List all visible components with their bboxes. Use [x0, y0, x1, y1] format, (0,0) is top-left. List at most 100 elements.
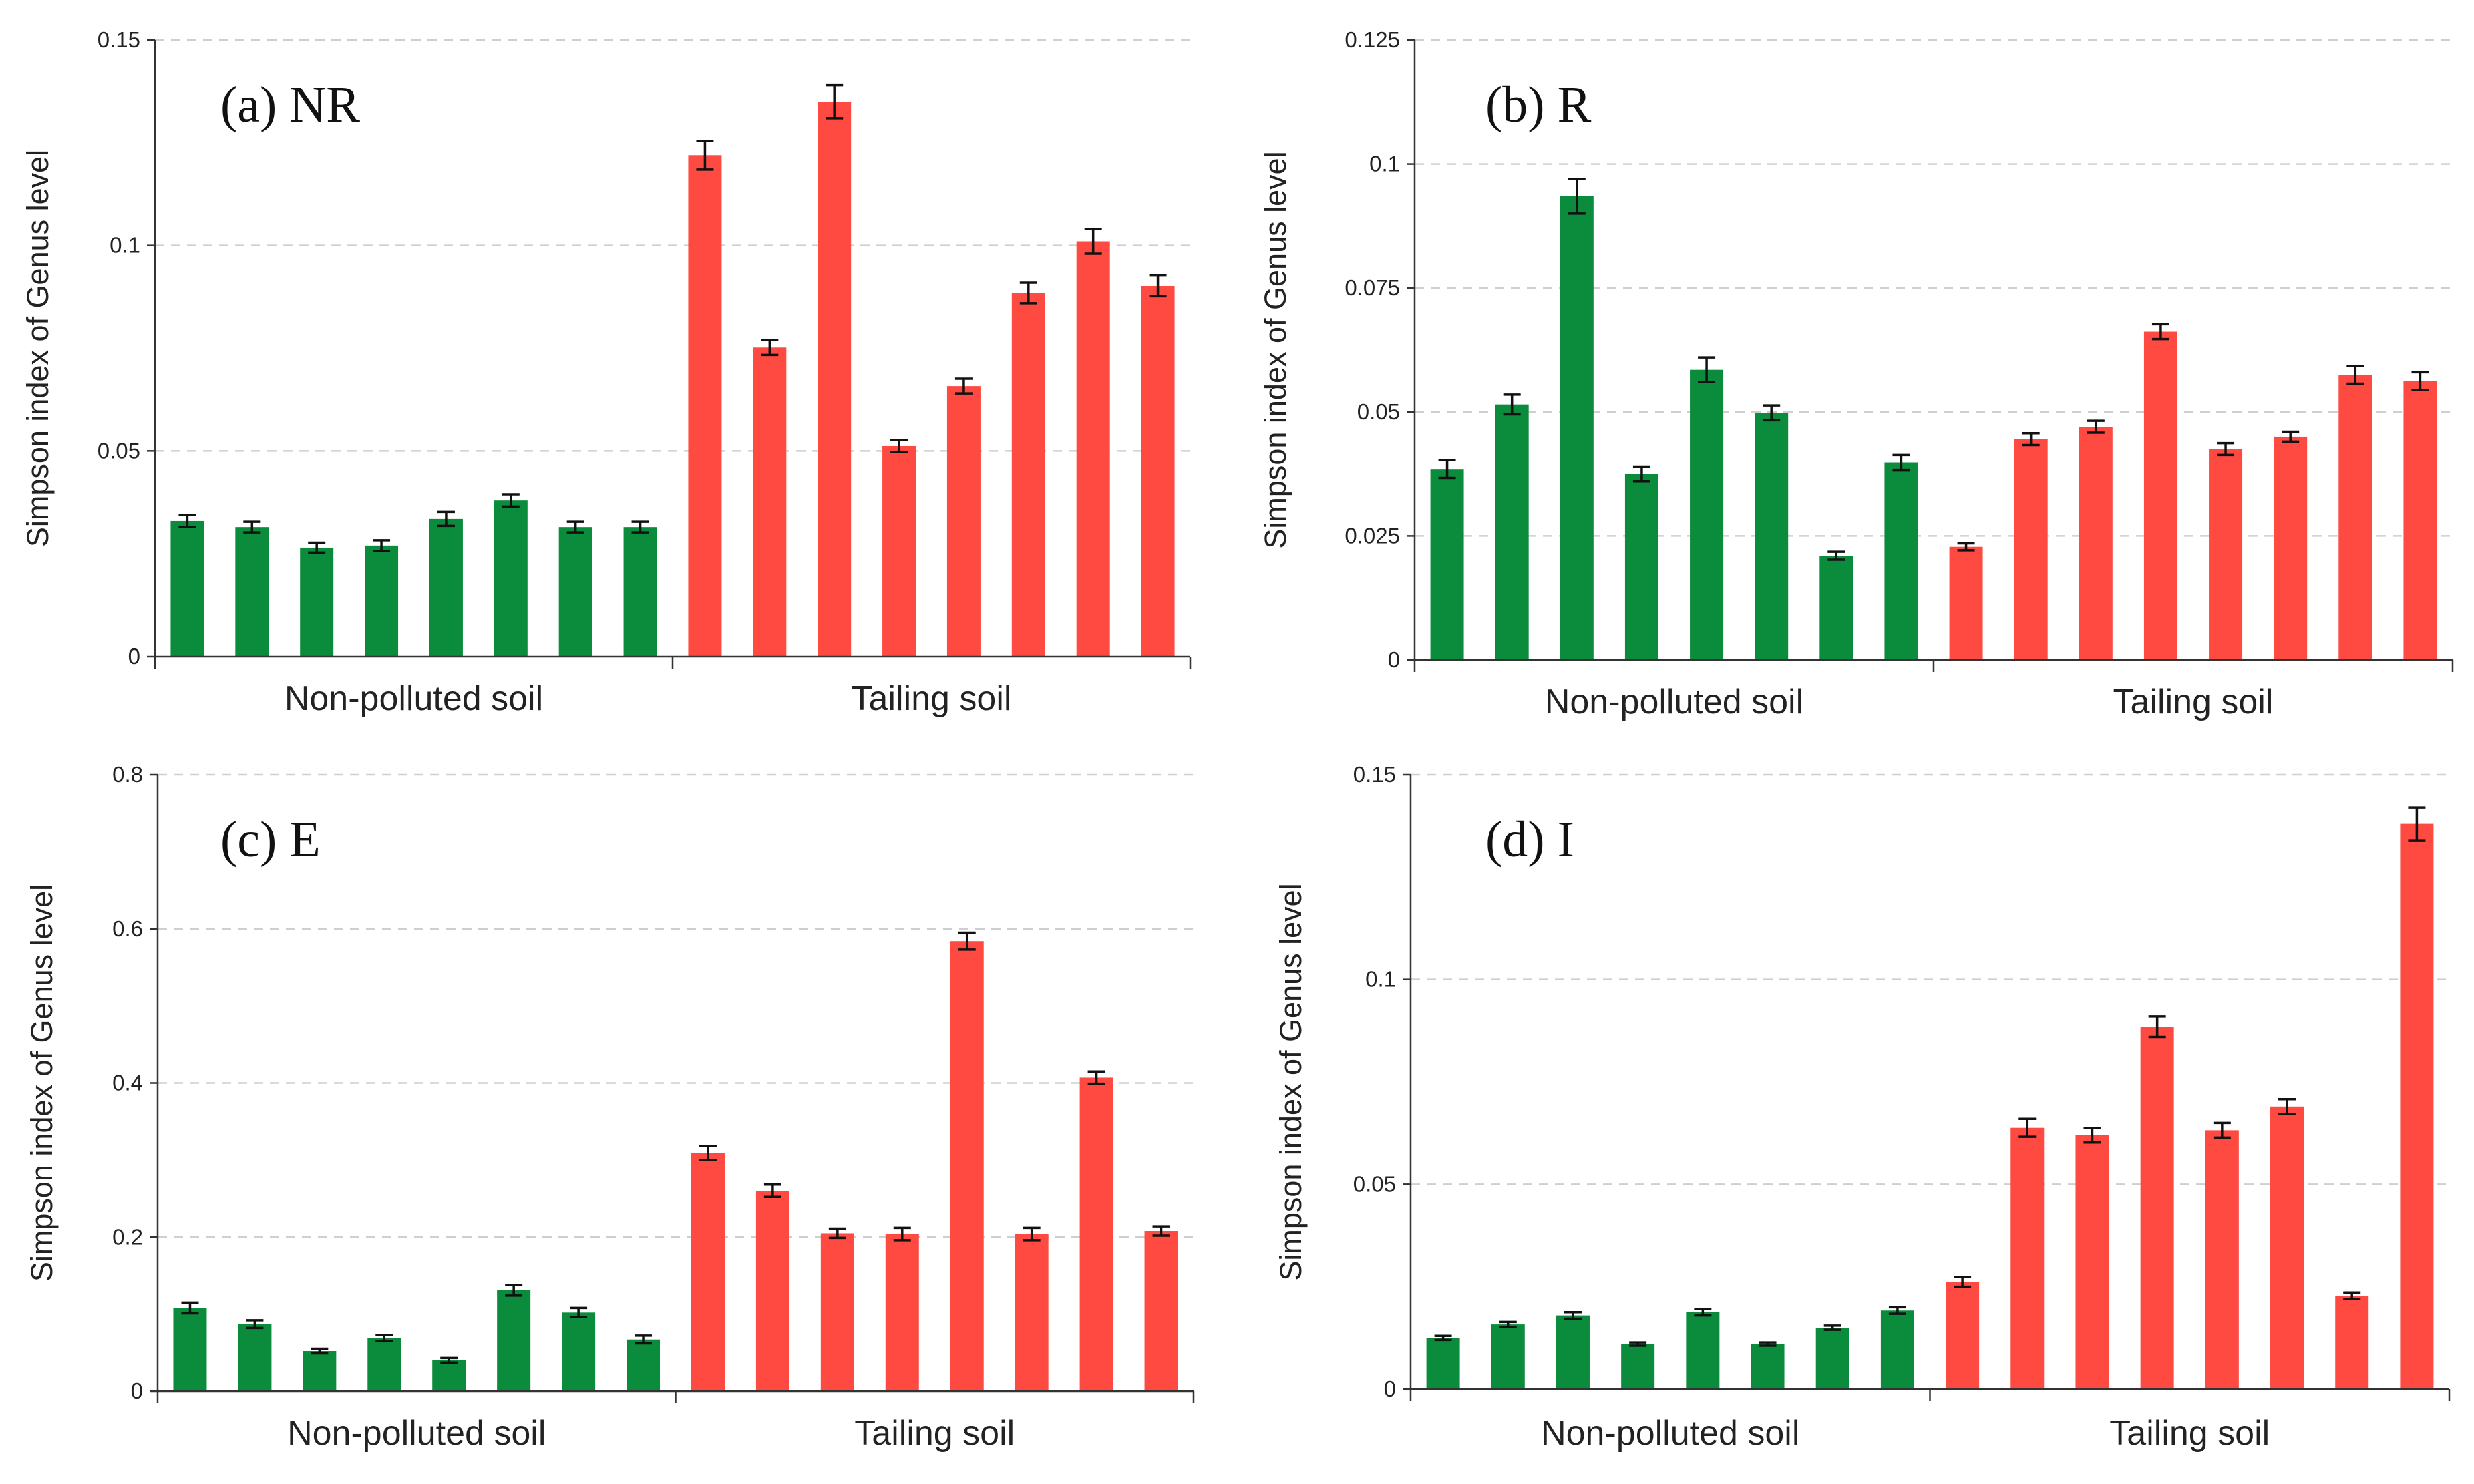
bar-non-polluted-8	[1884, 462, 1918, 660]
panel-b: 0 0.025 0.05 0.075 0.1 0.125 (b) R Simpson in…	[1258, 27, 2454, 721]
bar-non-polluted-1	[173, 1308, 207, 1391]
bar-tailing-5	[2209, 449, 2243, 660]
error-bar	[2018, 1117, 2037, 1138]
bar-non-polluted-3	[1560, 196, 1594, 661]
panel-a-bars	[170, 102, 1175, 657]
y-tick-label: 0.075	[1345, 275, 1400, 300]
bar-tailing-8	[1141, 285, 1175, 657]
bar-non-polluted-8	[1880, 1310, 1914, 1389]
bar-non-polluted-1	[170, 520, 204, 657]
panel-c-group-label-tailing: Tailing soil	[854, 1414, 1015, 1453]
error-bar	[311, 1347, 329, 1355]
bar-tailing-4	[885, 1234, 919, 1391]
bar-tailing-1	[1949, 546, 1983, 660]
bar-tailing-7	[2338, 375, 2372, 660]
bar-tailing-5	[2205, 1130, 2239, 1389]
bar-non-polluted-3	[300, 547, 334, 657]
y-tick-label: 0.2	[112, 1224, 143, 1249]
panel-d-group-label-tailing: Tailing soil	[2109, 1414, 2270, 1453]
error-bar	[2282, 430, 2300, 443]
error-bar	[1888, 1306, 1906, 1315]
bar-non-polluted-4	[367, 1338, 401, 1391]
bar-tailing-1	[1946, 1282, 1980, 1389]
bar-non-polluted-4	[1621, 1344, 1655, 1389]
error-bar	[1823, 1324, 1841, 1331]
y-tick-label: 0.025	[1345, 523, 1400, 548]
bar-tailing-4	[882, 445, 916, 657]
error-bar	[178, 513, 196, 528]
error-bar	[761, 339, 779, 357]
panel-c-error-bars	[181, 931, 1170, 1364]
panel-c: 0 0.2 0.4 0.6 0.8 (c) E Simpson index of Gen…	[25, 762, 1195, 1453]
bar-non-polluted-7	[1819, 556, 1853, 660]
error-bar	[2083, 1126, 2101, 1144]
error-bar	[958, 931, 976, 951]
y-tick-label: 0	[1388, 647, 1400, 672]
panel-b-y-axis-title: Simpson index of Genus level	[1258, 151, 1292, 548]
bar-tailing-7	[1076, 241, 1110, 657]
bar-non-polluted-7	[1815, 1328, 1849, 1389]
bar-tailing-6	[1015, 1234, 1049, 1391]
panel-b-group-label-tailing: Tailing soil	[2113, 683, 2274, 721]
bar-non-polluted-2	[235, 527, 269, 657]
panel-a-axes	[154, 40, 1192, 669]
panel-c-y-axis-title: Simpson index of Genus level	[25, 884, 59, 1282]
y-tick-label: 0.1	[1365, 967, 1396, 992]
bar-tailing-2	[2010, 1127, 2045, 1389]
panel-b-error-bars	[1438, 178, 2429, 561]
bar-tailing-3	[2079, 427, 2113, 660]
bar-non-polluted-6	[1755, 413, 1789, 660]
error-bar	[1957, 542, 1975, 552]
error-bar	[440, 1356, 458, 1364]
error-bar	[1087, 1070, 1105, 1085]
panel-a-title: (a) NR	[220, 77, 360, 133]
y-tick-label: 0.125	[1345, 27, 1400, 52]
panel-a-group-label-non-polluted: Non-polluted soil	[285, 679, 543, 718]
panel-a-error-bars	[178, 83, 1167, 554]
bar-tailing-7	[2335, 1296, 2369, 1389]
bar-tailing-3	[818, 102, 852, 657]
panel-c-gridlines	[158, 773, 1194, 1238]
bar-non-polluted-6	[1751, 1344, 1785, 1389]
bar-non-polluted-4	[1624, 474, 1658, 660]
error-bar	[2217, 441, 2235, 457]
bar-tailing-3	[820, 1233, 854, 1391]
y-tick-label: 0	[1384, 1376, 1396, 1401]
error-bar	[2343, 1291, 2361, 1300]
bar-tailing-8	[2403, 381, 2437, 660]
error-bar	[246, 1319, 264, 1330]
error-bar	[763, 1183, 781, 1199]
error-bar	[631, 520, 649, 534]
error-bar	[826, 83, 844, 120]
panel-c-y-ticks: 0 0.2 0.4 0.6 0.8	[112, 762, 158, 1403]
y-tick-label: 0.05	[1353, 1171, 1396, 1196]
y-tick-label: 0.15	[1353, 762, 1396, 787]
panel-d-y-axis-title: Simpson index of Genus level	[1274, 883, 1308, 1280]
error-bar	[1694, 1308, 1712, 1317]
error-bar	[1152, 1225, 1170, 1237]
bar-non-polluted-6	[494, 500, 528, 657]
error-bar	[437, 510, 455, 528]
bar-non-polluted-2	[1495, 404, 1529, 660]
error-bar	[566, 520, 584, 534]
panel-d-axes	[1409, 775, 2451, 1401]
bar-non-polluted-6	[497, 1290, 531, 1391]
error-bar	[1629, 1341, 1647, 1347]
panel-a-y-ticks: 0 0.05 0.1 0.15	[98, 27, 155, 669]
error-bar	[375, 1334, 393, 1342]
error-bar	[505, 1284, 523, 1297]
error-bar	[1763, 404, 1781, 422]
error-bar	[1149, 274, 1167, 298]
panel-c-group-label-non-polluted: Non-polluted soil	[287, 1414, 546, 1453]
y-tick-label: 0.8	[112, 762, 143, 787]
bar-tailing-6	[2270, 1106, 2304, 1389]
panel-a-gridlines	[155, 39, 1190, 452]
error-bar	[570, 1306, 588, 1318]
panel-b-bars	[1430, 196, 2437, 661]
panel-d-y-ticks: 0 0.05 0.1 0.15	[1353, 762, 1411, 1401]
error-bar	[1954, 1276, 1972, 1288]
panel-a-y-axis-title: Simpson index of Genus level	[21, 150, 55, 547]
y-tick-label: 0	[131, 1378, 143, 1403]
